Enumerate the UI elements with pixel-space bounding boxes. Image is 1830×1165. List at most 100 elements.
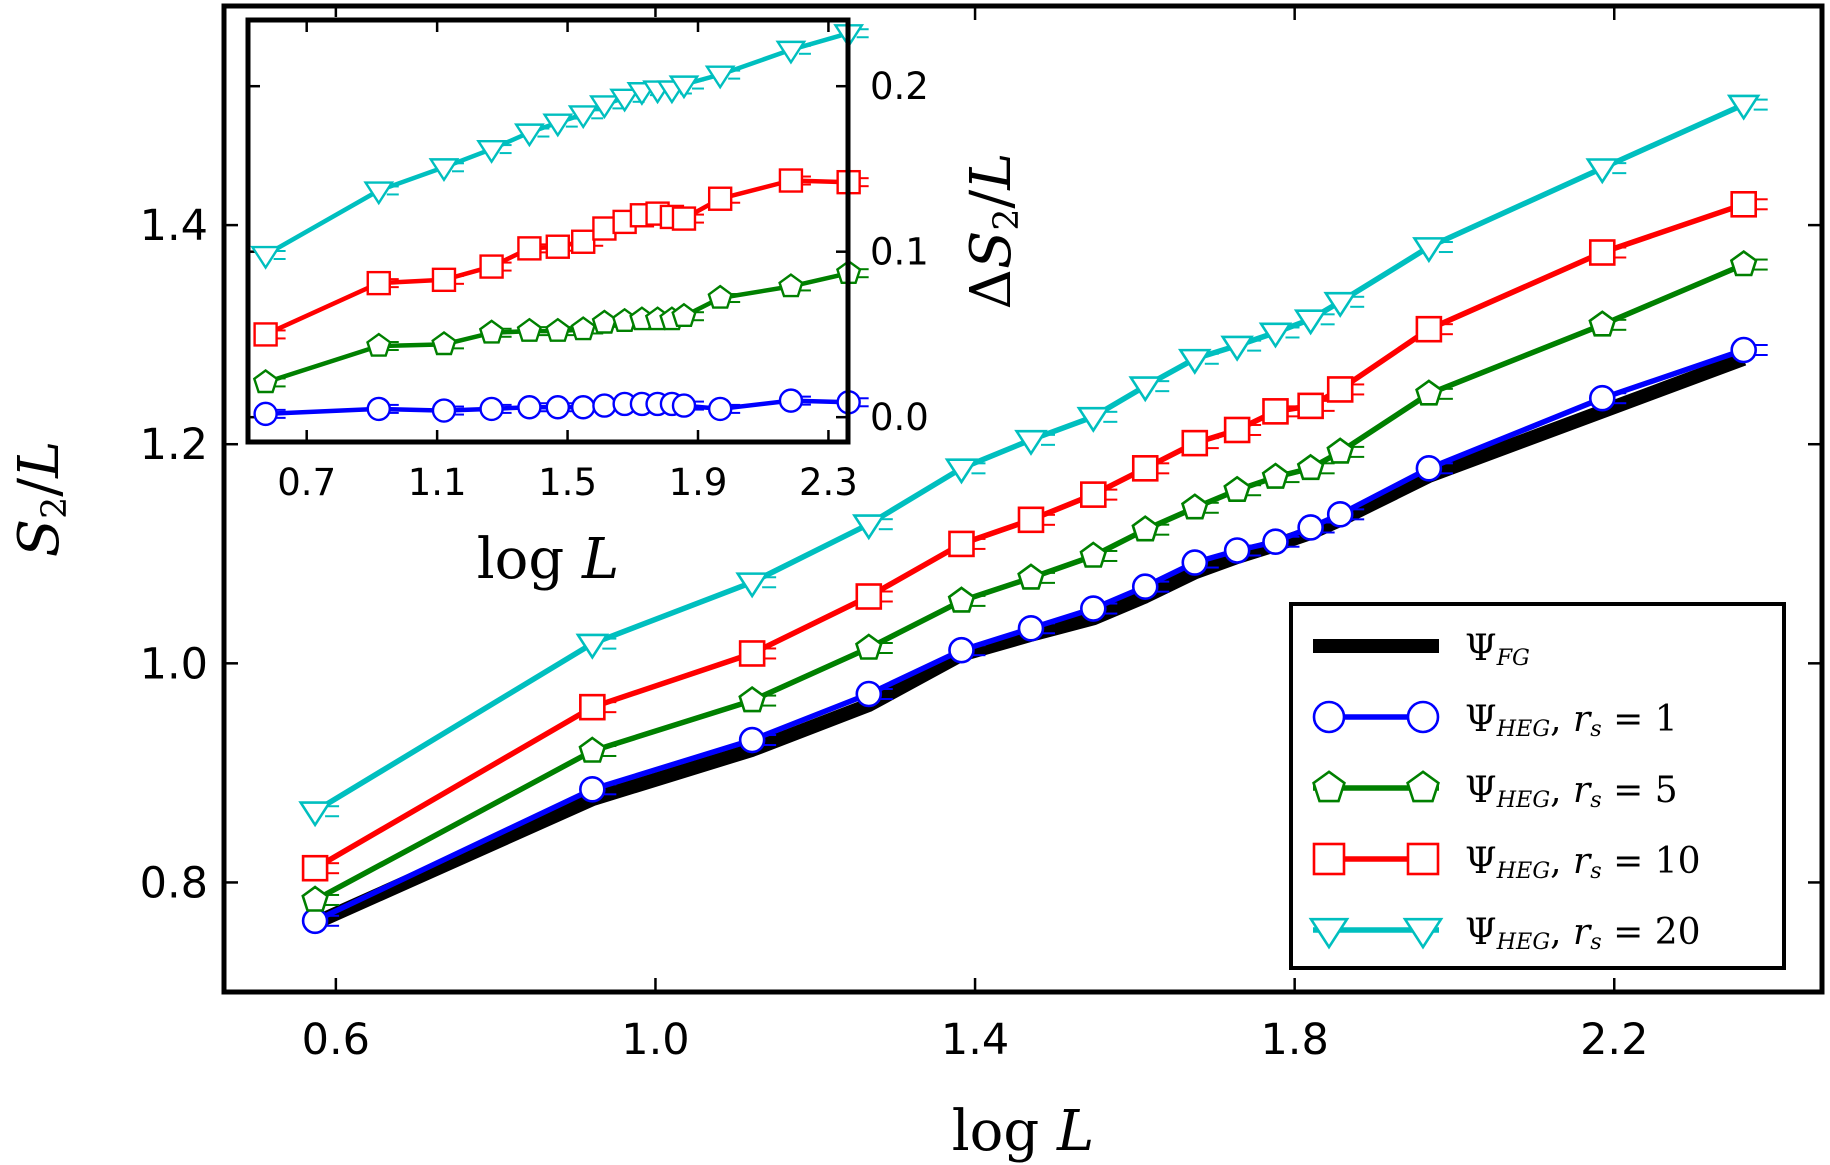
inset-data-point bbox=[775, 40, 807, 65]
data-point bbox=[301, 907, 329, 935]
inset-data-point bbox=[545, 234, 570, 259]
inset-data-point bbox=[366, 270, 391, 296]
series-line-fg bbox=[312, 352, 1747, 930]
data-point bbox=[579, 776, 606, 803]
inset-data-point bbox=[517, 236, 542, 261]
inset-data-point bbox=[250, 245, 282, 270]
data-point bbox=[1131, 573, 1159, 600]
data-point bbox=[298, 801, 332, 828]
series bbox=[312, 352, 1747, 930]
data-point bbox=[735, 572, 769, 599]
y-tick-label: 1.0 bbox=[140, 639, 208, 689]
inset-data-point bbox=[570, 316, 596, 341]
inset-data-point bbox=[253, 322, 278, 347]
data-point bbox=[1730, 190, 1757, 218]
inset-data-point bbox=[366, 396, 391, 422]
inset-data-point bbox=[778, 273, 804, 298]
data-point bbox=[578, 736, 607, 763]
y-tick-label: 0.8 bbox=[140, 858, 208, 908]
inset-y-tick-label: 0.2 bbox=[870, 65, 929, 108]
data-point bbox=[1262, 398, 1289, 425]
legend: ΨFG ΨHEG, rs = 1 ΨHEG, rs = 5 ΨHEG, rs = 10… bbox=[1289, 602, 1786, 970]
inset-data-point bbox=[514, 123, 545, 148]
inset-data-point bbox=[707, 284, 733, 309]
x-tick-label: 0.6 bbox=[302, 1015, 370, 1065]
data-point bbox=[1076, 406, 1111, 433]
data-point bbox=[1181, 549, 1209, 576]
inset-data-point bbox=[431, 398, 457, 423]
data-point bbox=[1180, 493, 1209, 520]
x-tick-label: 2.2 bbox=[1580, 1015, 1648, 1065]
inset-data-point bbox=[671, 302, 697, 327]
inset-frame bbox=[245, 17, 851, 445]
data-point bbox=[1220, 335, 1254, 362]
inset-x-tick-label: 0.7 bbox=[277, 461, 336, 504]
data-point bbox=[301, 885, 329, 912]
legend-label: ΨHEG, rs = 10 bbox=[1465, 841, 1701, 884]
series-line bbox=[313, 347, 1745, 924]
data-point bbox=[1080, 481, 1107, 508]
series bbox=[298, 94, 1768, 828]
data-point bbox=[1223, 537, 1251, 564]
data-point bbox=[1017, 614, 1045, 642]
data-point bbox=[1326, 376, 1354, 403]
legend-marker bbox=[1406, 700, 1440, 734]
data-point bbox=[1293, 309, 1328, 336]
inset-x-tick-label: 1.1 bbox=[408, 461, 467, 504]
inset-data-point bbox=[478, 319, 505, 344]
data-point bbox=[1326, 501, 1354, 528]
legend-label: ΨHEG, rs = 1 bbox=[1465, 699, 1678, 742]
inset-data-point bbox=[567, 105, 599, 130]
data-point bbox=[1588, 384, 1616, 412]
legend-marker bbox=[1308, 917, 1350, 950]
data-point bbox=[1080, 595, 1107, 622]
data-point bbox=[1297, 392, 1324, 420]
series bbox=[301, 190, 1768, 882]
x-tick-label: 1.4 bbox=[941, 1015, 1009, 1065]
y-axis-label: S2/L bbox=[7, 441, 75, 558]
data-point bbox=[947, 586, 976, 613]
data-point bbox=[948, 636, 975, 664]
legend-marker bbox=[1312, 842, 1346, 876]
inset-data-point bbox=[704, 65, 736, 90]
inset-data-point bbox=[363, 181, 395, 206]
inset-data-point bbox=[366, 332, 392, 357]
legend-marker bbox=[1406, 842, 1440, 876]
inset-data-point bbox=[252, 369, 279, 394]
data-point bbox=[854, 633, 883, 660]
legend-entry: ΨFG bbox=[1313, 628, 1530, 671]
data-point bbox=[1297, 514, 1324, 541]
legend-entry: ΨHEG, rs = 10 bbox=[1312, 841, 1701, 884]
data-point bbox=[1415, 379, 1443, 406]
inset-series bbox=[253, 388, 869, 427]
data-point bbox=[1326, 437, 1355, 464]
inset-data-point bbox=[476, 139, 507, 164]
inset-data-point bbox=[671, 393, 697, 418]
inset-x-axis-label: log L bbox=[477, 527, 619, 592]
inset-data-point bbox=[592, 393, 617, 418]
legend-label: ΨFG bbox=[1465, 628, 1530, 671]
data-point bbox=[1323, 291, 1357, 318]
data-point bbox=[1415, 455, 1443, 482]
inset-data-point bbox=[609, 88, 641, 113]
inset-data-point bbox=[479, 254, 504, 279]
legend-marker bbox=[1402, 917, 1444, 950]
data-point bbox=[1585, 158, 1620, 185]
data-point bbox=[738, 726, 766, 754]
legend-entry: ΨHEG, rs = 20 bbox=[1308, 912, 1701, 955]
data-point bbox=[1128, 376, 1163, 403]
legend-marker bbox=[1312, 770, 1346, 803]
x-axis-label: log L bbox=[952, 1099, 1094, 1164]
data-point bbox=[1412, 237, 1446, 264]
main-plot-frame bbox=[221, 3, 1825, 995]
data-point bbox=[1014, 429, 1048, 456]
data-point bbox=[855, 583, 883, 610]
data-point bbox=[1261, 462, 1290, 489]
data-point bbox=[738, 685, 767, 713]
inset-y-tick-label: 0.1 bbox=[870, 231, 929, 274]
legend-label: ΨHEG, rs = 5 bbox=[1465, 770, 1678, 813]
inset-data-point bbox=[545, 317, 571, 342]
series bbox=[301, 249, 1768, 912]
inset-data-point bbox=[431, 267, 457, 293]
